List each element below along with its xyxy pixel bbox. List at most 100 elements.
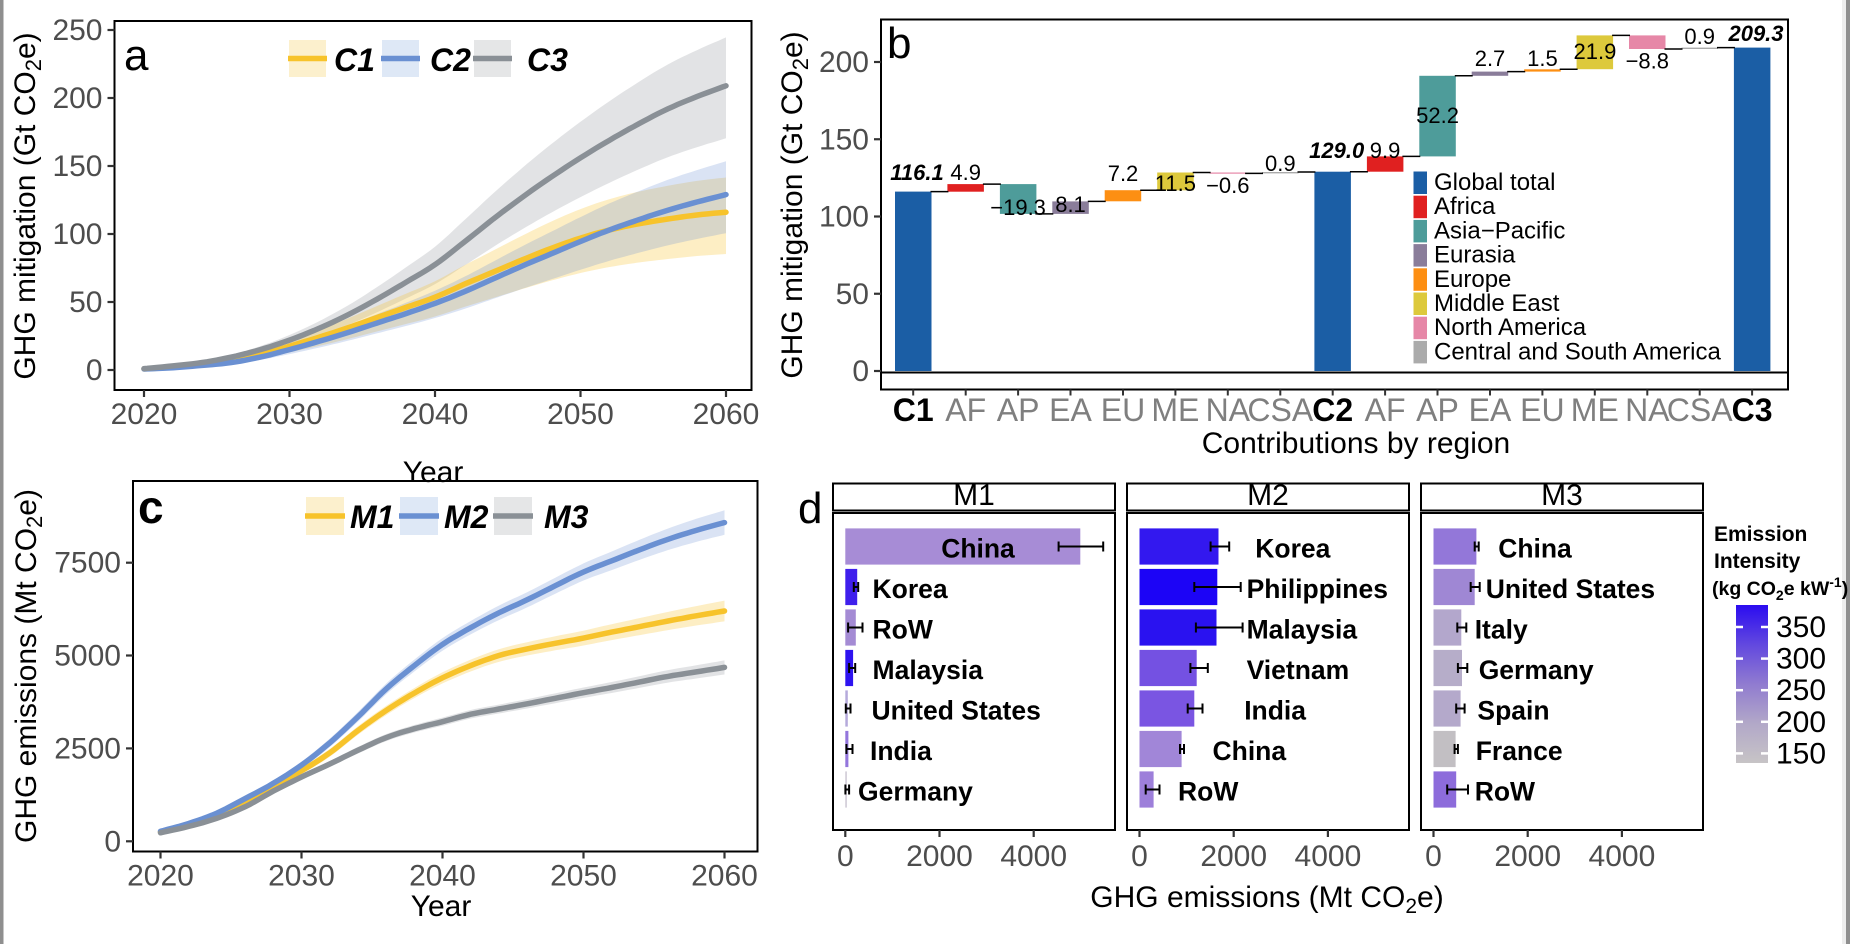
svg-text:EA: EA (1469, 392, 1512, 428)
svg-text:EA: EA (1049, 392, 1092, 428)
svg-text:CSA: CSA (1247, 392, 1313, 428)
svg-text:0: 0 (1131, 840, 1148, 873)
svg-text:Middle East: Middle East (1434, 290, 1560, 317)
svg-text:0: 0 (837, 840, 854, 873)
svg-text:Vietnam: Vietnam (1247, 655, 1350, 685)
svg-text:C3: C3 (527, 42, 568, 78)
svg-text:M1: M1 (953, 479, 995, 512)
svg-text:GHG mitigation (Gt CO2e): GHG mitigation (Gt CO2e) (9, 32, 46, 379)
svg-text:2060: 2060 (693, 398, 760, 431)
svg-text:EU: EU (1520, 392, 1564, 428)
svg-text:NA: NA (1625, 392, 1670, 428)
svg-text:d: d (798, 484, 822, 533)
svg-text:M1: M1 (350, 499, 394, 535)
svg-text:C2: C2 (430, 42, 471, 78)
svg-text:350: 350 (1776, 611, 1826, 644)
svg-text:Germany: Germany (1479, 655, 1594, 685)
svg-text:China: China (1498, 533, 1572, 563)
svg-text:9.9: 9.9 (1370, 138, 1401, 163)
svg-text:ME: ME (1151, 392, 1199, 428)
svg-text:c: c (138, 481, 164, 533)
svg-text:Eurasia: Eurasia (1434, 242, 1516, 269)
svg-text:Malaysia: Malaysia (873, 655, 984, 685)
svg-text:RoW: RoW (1178, 776, 1238, 806)
svg-text:−19.3: −19.3 (990, 195, 1046, 220)
svg-text:150: 150 (819, 123, 869, 156)
svg-text:Italy: Italy (1475, 614, 1528, 644)
svg-text:0.9: 0.9 (1684, 24, 1715, 49)
svg-text:C1: C1 (893, 392, 934, 428)
svg-text:France: France (1476, 736, 1563, 766)
svg-text:4000: 4000 (1000, 840, 1067, 873)
svg-text:0: 0 (1425, 840, 1442, 873)
svg-text:7500: 7500 (54, 547, 121, 580)
svg-text:200: 200 (1776, 706, 1826, 739)
svg-text:250: 250 (1776, 674, 1826, 707)
svg-text:−0.6: −0.6 (1206, 173, 1249, 198)
svg-text:0: 0 (104, 825, 121, 858)
svg-text:United States: United States (1486, 574, 1655, 604)
svg-text:C3: C3 (1732, 392, 1773, 428)
svg-text:C1: C1 (334, 42, 375, 78)
svg-text:Malaysia: Malaysia (1247, 614, 1358, 644)
svg-text:Contributions by region: Contributions by region (1202, 427, 1511, 460)
svg-text:China: China (941, 533, 1015, 563)
svg-text:Asia−Pacific: Asia−Pacific (1434, 217, 1565, 244)
svg-text:200: 200 (52, 82, 102, 115)
svg-text:21.9: 21.9 (1573, 39, 1616, 64)
svg-text:CSA: CSA (1667, 392, 1733, 428)
svg-text:1.5: 1.5 (1527, 46, 1558, 71)
svg-text:11.5: 11.5 (1155, 171, 1196, 196)
svg-text:0.9: 0.9 (1265, 151, 1296, 176)
svg-text:4.9: 4.9 (950, 160, 981, 185)
svg-text:GHG emissions (Mt CO2e): GHG emissions (Mt CO2e) (10, 489, 47, 843)
svg-text:AF: AF (1365, 392, 1406, 428)
svg-text:Europe: Europe (1434, 266, 1511, 293)
svg-text:2.7: 2.7 (1475, 46, 1506, 71)
svg-text:100: 100 (52, 218, 102, 251)
svg-text:4000: 4000 (1589, 840, 1656, 873)
svg-text:150: 150 (1776, 737, 1826, 770)
svg-text:2000: 2000 (1494, 840, 1561, 873)
svg-text:300: 300 (1776, 643, 1826, 676)
svg-text:52.2: 52.2 (1416, 103, 1459, 128)
svg-text:8.1: 8.1 (1055, 192, 1086, 217)
svg-text:Germany: Germany (858, 776, 973, 806)
svg-text:M3: M3 (544, 499, 589, 535)
svg-text:129.0: 129.0 (1309, 138, 1365, 163)
svg-text:2500: 2500 (54, 732, 121, 765)
svg-text:M2: M2 (444, 499, 489, 535)
svg-text:250: 250 (52, 14, 102, 47)
svg-text:2050: 2050 (547, 398, 614, 431)
svg-text:−8.8: −8.8 (1626, 49, 1669, 74)
svg-text:North America: North America (1434, 314, 1587, 341)
svg-text:2050: 2050 (550, 860, 617, 893)
svg-text:AP: AP (997, 392, 1040, 428)
svg-text:M2: M2 (1247, 479, 1289, 512)
svg-text:Spain: Spain (1477, 695, 1549, 725)
svg-text:209.3: 209.3 (1727, 21, 1783, 46)
svg-text:NA: NA (1206, 392, 1251, 428)
svg-text:Intensity: Intensity (1714, 550, 1801, 573)
svg-text:2040: 2040 (409, 860, 476, 893)
svg-text:Philippines: Philippines (1247, 574, 1388, 604)
svg-text:United States: United States (872, 695, 1041, 725)
svg-text:50: 50 (836, 278, 869, 311)
svg-text:b: b (887, 19, 911, 68)
svg-text:2060: 2060 (691, 860, 758, 893)
svg-text:GHG mitigation (Gt CO2e): GHG mitigation (Gt CO2e) (776, 31, 813, 378)
svg-text:AF: AF (945, 392, 986, 428)
svg-text:India: India (870, 736, 932, 766)
svg-text:150: 150 (52, 150, 102, 183)
svg-text:ME: ME (1571, 392, 1619, 428)
svg-text:0: 0 (86, 354, 103, 387)
svg-text:Korea: Korea (873, 574, 948, 604)
svg-text:2020: 2020 (127, 860, 194, 893)
svg-text:2040: 2040 (402, 398, 469, 431)
svg-text:AP: AP (1416, 392, 1459, 428)
svg-text:Global total: Global total (1434, 169, 1555, 196)
svg-text:C2: C2 (1312, 392, 1353, 428)
svg-text:RoW: RoW (1475, 776, 1535, 806)
svg-text:GHG emissions (Mt CO2e): GHG emissions (Mt CO2e) (1090, 881, 1443, 918)
svg-text:5000: 5000 (54, 640, 121, 673)
